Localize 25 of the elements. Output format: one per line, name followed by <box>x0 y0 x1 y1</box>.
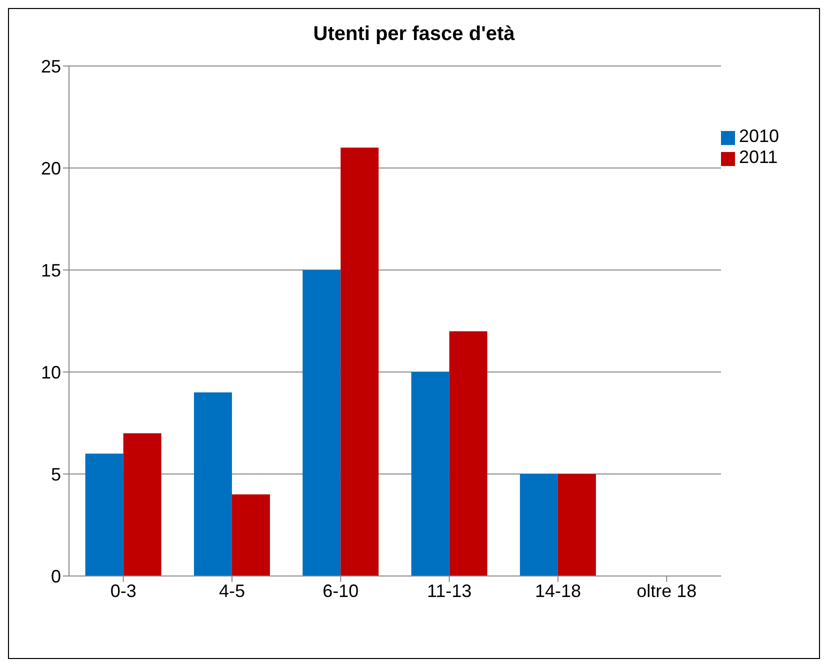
bar <box>123 433 162 576</box>
y-tick-label: 5 <box>50 464 61 484</box>
x-tick-label: 14-18 <box>534 580 581 601</box>
y-tick-label: 15 <box>40 260 61 280</box>
bar <box>449 331 488 576</box>
chart-title: Utenti per fasce d'età <box>312 23 516 46</box>
bar <box>558 474 596 576</box>
x-tick-label: 0-3 <box>110 580 136 601</box>
x-tick-label: oltre 18 <box>636 580 697 601</box>
bar <box>302 270 341 576</box>
bar <box>194 392 232 576</box>
x-tick-label: 11-13 <box>426 580 472 601</box>
x-tick-label: 4-5 <box>218 580 245 601</box>
y-tick-label: 10 <box>40 362 61 382</box>
y-tick-label: 20 <box>40 158 61 178</box>
x-tick-label: 6-10 <box>322 580 359 601</box>
bar <box>340 148 379 576</box>
bar <box>520 474 558 576</box>
bar <box>85 454 124 576</box>
legend-label: 2010 <box>738 126 779 146</box>
legend-label: 2011 <box>738 147 778 167</box>
bar <box>411 372 450 576</box>
y-tick-label: 25 <box>40 56 61 76</box>
bar <box>232 494 270 576</box>
y-tick-label: 0 <box>50 566 61 586</box>
